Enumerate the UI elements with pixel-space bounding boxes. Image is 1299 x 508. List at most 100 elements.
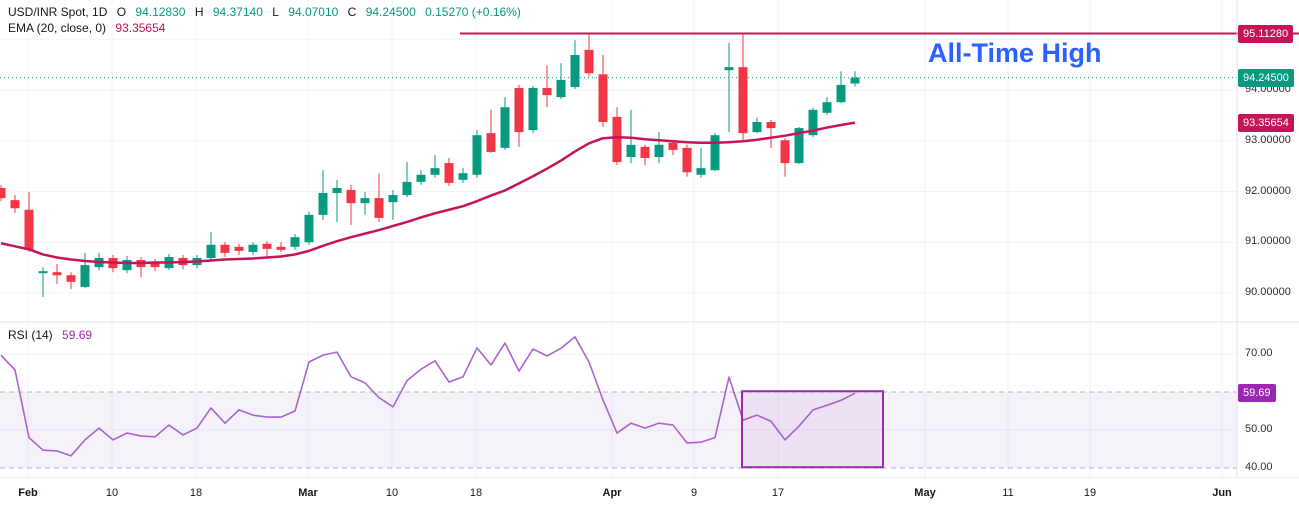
candle-body[interactable] (710, 135, 720, 171)
close-label: C (347, 5, 357, 19)
time-axis-label: 17 (771, 487, 785, 499)
candle-body[interactable] (780, 140, 790, 164)
candle-body[interactable] (304, 214, 314, 243)
candle-body[interactable] (150, 263, 160, 268)
low-label: L (272, 5, 279, 19)
candle-body[interactable] (584, 49, 594, 74)
time-axis-label: 18 (189, 487, 203, 499)
rsi-axis-label: 40.00 (1245, 461, 1273, 473)
candle-body[interactable] (836, 84, 846, 103)
candle-body[interactable] (752, 121, 762, 133)
candle-body[interactable] (612, 116, 622, 163)
candle-body[interactable] (514, 87, 524, 133)
all-time-high-text-annotation[interactable]: All-Time High (928, 38, 1102, 68)
candle-body[interactable] (38, 271, 48, 274)
candle-body[interactable] (794, 128, 804, 164)
price-axis-label: 92.00000 (1245, 184, 1291, 197)
symbol-title: USD/INR Spot, 1D (8, 5, 108, 19)
rsi-indicator-label: RSI (14) (8, 328, 53, 342)
time-axis-label: 11 (1002, 487, 1014, 499)
time-axis-label: Apr (602, 487, 622, 499)
candle-body[interactable] (122, 260, 132, 271)
candle-body[interactable] (528, 87, 538, 131)
ath-price-badge: 95.11280 (1238, 24, 1294, 43)
candle-body[interactable] (724, 67, 734, 71)
price-axis-label: 90.00000 (1245, 286, 1291, 298)
candle-body[interactable] (486, 133, 496, 152)
rsi-indicator-value: 59.69 (62, 328, 93, 342)
candle-body[interactable] (220, 244, 230, 253)
high-value: 94.37140 (212, 5, 263, 19)
ema-legend[interactable]: EMA (20, close, 0) 93.35654 (8, 21, 171, 35)
candle-body[interactable] (66, 275, 76, 282)
price-axis-label: 91.00000 (1245, 235, 1291, 248)
price-axis-label: 93.00000 (1245, 133, 1291, 146)
time-axis-label: Jun (1212, 487, 1232, 499)
candle-body[interactable] (668, 142, 678, 150)
candle-body[interactable] (402, 181, 412, 196)
time-axis-label: 10 (105, 487, 119, 499)
time-axis-label: 19 (1083, 487, 1097, 499)
candle-body[interactable] (444, 163, 454, 183)
candle-body[interactable] (276, 246, 286, 250)
candle-body[interactable] (206, 244, 216, 258)
candle-body[interactable] (234, 246, 244, 251)
candle-body[interactable] (570, 54, 580, 87)
candle-body[interactable] (472, 135, 482, 175)
candle-body[interactable] (696, 168, 706, 175)
candle-body[interactable] (318, 193, 328, 215)
rsi-legend[interactable]: RSI (14) 59.69 (8, 328, 98, 342)
candle-body[interactable] (0, 187, 6, 199)
time-axis-label: Feb (18, 487, 38, 499)
candle-body[interactable] (822, 102, 832, 113)
open-label: O (116, 5, 127, 19)
candle-body[interactable] (24, 209, 34, 250)
candle-body[interactable] (766, 121, 776, 129)
candle-body[interactable] (542, 87, 552, 96)
candle-body[interactable] (374, 198, 384, 218)
time-axis-label: Mar (298, 487, 318, 499)
time-axis-label: May (914, 487, 936, 499)
candle-body[interactable] (416, 174, 426, 182)
ema-line[interactable] (0, 121, 856, 265)
candle-body[interactable] (10, 200, 20, 209)
candle-body[interactable] (346, 189, 356, 204)
candle-body[interactable] (388, 195, 398, 203)
high-label: H (194, 5, 204, 19)
candle-body[interactable] (80, 265, 90, 287)
time-axis-label: 18 (469, 487, 483, 499)
candle-body[interactable] (458, 173, 468, 180)
candle-body[interactable] (556, 79, 566, 98)
rsi-axis-label: 70.00 (1245, 347, 1273, 359)
candle-body[interactable] (598, 74, 608, 122)
rsi-band-fill (0, 392, 1237, 468)
ema-indicator-label: EMA (20, close, 0) (8, 21, 107, 35)
rsi-line[interactable] (0, 336, 856, 457)
close-value: 94.24500 (365, 5, 416, 19)
candle-body[interactable] (430, 168, 440, 175)
candle-body[interactable] (248, 244, 258, 252)
candle-body[interactable] (332, 187, 342, 194)
time-axis[interactable] (0, 478, 1299, 508)
rsi-axis-label: 50.00 (1245, 423, 1273, 435)
candle-body[interactable] (682, 147, 692, 173)
candle-body[interactable] (360, 198, 370, 204)
candle-body[interactable] (262, 243, 272, 249)
time-axis-label: 10 (385, 487, 399, 499)
candle-body[interactable] (640, 146, 650, 159)
open-value: 94.12830 (135, 5, 186, 19)
rsi-box-drawing[interactable] (741, 390, 884, 469)
candle-body[interactable] (850, 77, 860, 84)
candle-body[interactable] (290, 237, 300, 247)
candle-body[interactable] (808, 109, 818, 136)
candle-body[interactable] (500, 107, 510, 148)
candle-body[interactable] (52, 272, 62, 276)
ema-price-badge: 93.35654 (1238, 113, 1294, 132)
symbol-legend[interactable]: USD/INR Spot, 1D O 94.12830 H 94.37140 L… (8, 5, 527, 19)
change-value: 0.15270 (+0.16%) (425, 5, 521, 19)
candle-body[interactable] (738, 67, 748, 134)
candle-body[interactable] (654, 144, 664, 157)
candle-body[interactable] (626, 144, 636, 157)
